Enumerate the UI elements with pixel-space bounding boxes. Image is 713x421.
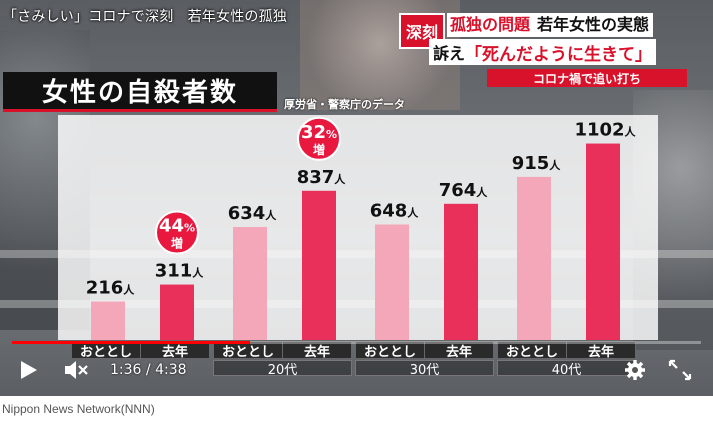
age-group-label-1: 30代 bbox=[355, 360, 494, 378]
bar-2 bbox=[233, 226, 267, 340]
fullscreen-button[interactable] bbox=[667, 358, 693, 382]
bar-4 bbox=[375, 224, 409, 340]
svg-text:増: 増 bbox=[171, 236, 183, 251]
progress-bar[interactable] bbox=[12, 341, 701, 344]
category-label-4: おととし bbox=[355, 341, 425, 360]
data-label-4: 648人 bbox=[370, 200, 420, 221]
muted-speaker-icon bbox=[65, 361, 88, 379]
headline-line2: 訴え 「死んだように生きて」 bbox=[429, 39, 657, 65]
headline-line2-quote: 「死んだように生きて」 bbox=[465, 44, 653, 65]
play-icon bbox=[21, 361, 37, 379]
headline-line1: 孤独の問題 若年女性の実態 bbox=[447, 13, 654, 37]
data-label-5: 764人 bbox=[439, 180, 489, 201]
chart-title: 女性の自殺者数 bbox=[3, 72, 277, 112]
settings-button[interactable] bbox=[622, 358, 648, 382]
data-label-6: 915人 bbox=[512, 153, 562, 174]
news-headline: 深刻 孤独の問題 若年女性の実態 訴え 「死んだように生きて」 コロナ禍で追い打… bbox=[399, 13, 697, 87]
svg-text:32%: 32% bbox=[301, 122, 337, 143]
play-button[interactable] bbox=[17, 359, 41, 381]
duration: 4:38 bbox=[155, 362, 187, 378]
data-label-1: 311人 bbox=[155, 261, 205, 282]
time-display: 1:36 / 4:38 bbox=[110, 362, 187, 378]
data-label-2: 634人 bbox=[228, 203, 278, 224]
svg-text:44%: 44% bbox=[159, 216, 195, 237]
chart-source: 厚労省・警察庁のデータ bbox=[284, 98, 405, 111]
data-label-7: 1102人 bbox=[574, 120, 636, 141]
age-group-label-2: 40代 bbox=[497, 360, 636, 378]
category-label-7: 去年 bbox=[566, 341, 636, 360]
increase-badge-1: 32%増 bbox=[297, 116, 341, 161]
time-separator: / bbox=[141, 362, 156, 378]
bar-7 bbox=[586, 143, 620, 340]
category-label-5: 去年 bbox=[424, 341, 494, 360]
gear-icon bbox=[625, 360, 645, 380]
bar-1 bbox=[160, 284, 194, 340]
progress-fill bbox=[12, 341, 250, 344]
headline-tag: 深刻 bbox=[399, 13, 445, 49]
bar-5 bbox=[444, 203, 478, 340]
headline-line1-black: 若年女性の実態 bbox=[533, 13, 654, 37]
video-caption: Nippon News Network(NNN) bbox=[2, 402, 155, 416]
data-label-0: 216人 bbox=[86, 277, 136, 298]
bar-3 bbox=[302, 190, 336, 340]
category-label-0: おととし bbox=[71, 341, 141, 360]
age-group-label-0: 20代 bbox=[213, 360, 352, 378]
headline-line1-red: 孤独の問題 bbox=[447, 13, 534, 37]
headline-line2-prefix: 訴え bbox=[433, 44, 466, 63]
bar-chart: 216人311人634人837人648人764人915人1102人44%増32%… bbox=[86, 116, 637, 340]
increase-badge-0: 44%増 bbox=[155, 210, 199, 255]
svg-text:増: 増 bbox=[313, 142, 325, 157]
headline-subline: コロナ禍で追い打ち bbox=[487, 69, 687, 87]
category-label-2: おととし bbox=[213, 341, 283, 360]
current-time: 1:36 bbox=[110, 362, 142, 378]
video-title[interactable]: 「さみしい」コロナで深刻 若年女性の孤独 bbox=[3, 9, 287, 25]
bar-0 bbox=[91, 301, 125, 340]
mute-button[interactable] bbox=[62, 357, 90, 383]
fullscreen-icon bbox=[668, 359, 692, 381]
category-label-3: 去年 bbox=[282, 341, 352, 360]
video-player[interactable]: 「さみしい」コロナで深刻 若年女性の孤独 深刻 孤独の問題 若年女性の実態 訴え… bbox=[0, 0, 713, 396]
bar-6 bbox=[517, 176, 551, 340]
data-label-3: 837人 bbox=[297, 167, 347, 188]
